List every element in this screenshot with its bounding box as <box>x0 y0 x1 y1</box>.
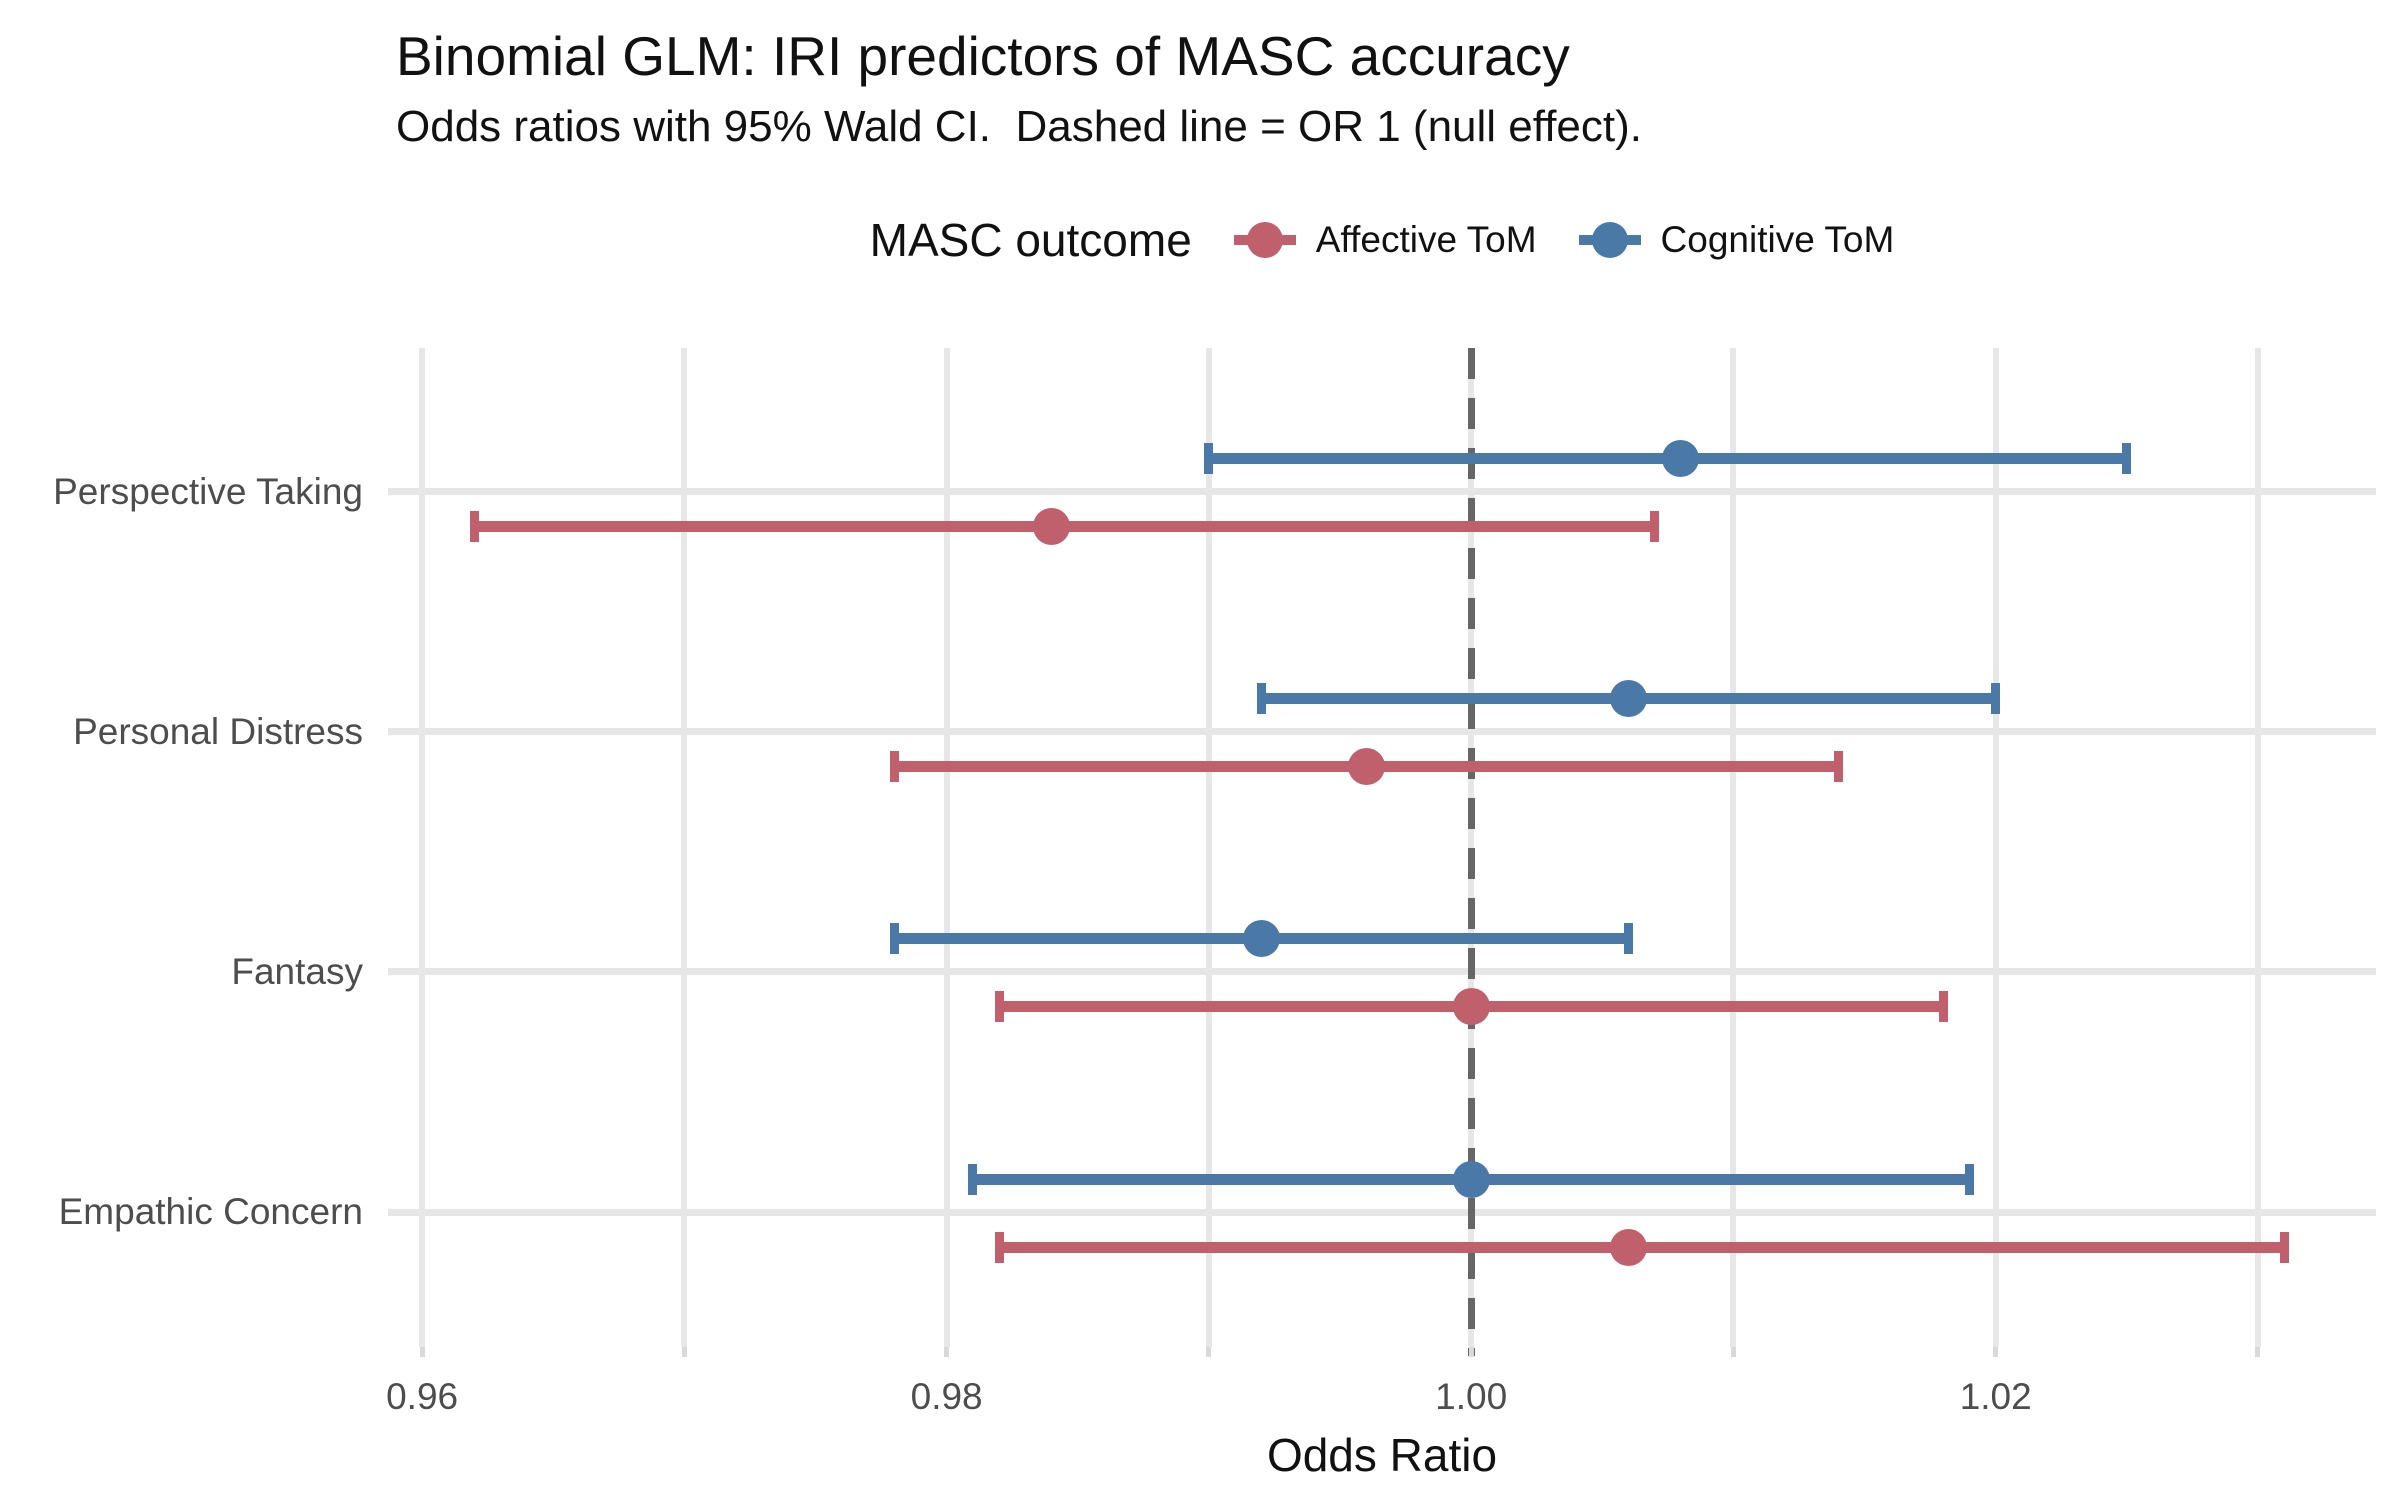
x-axis-title: Odds Ratio <box>1266 1429 1498 1481</box>
y-axis-label-perspective-taking: Perspective Taking <box>53 470 363 512</box>
legend-item-cognitive-tom: Cognitive ToM <box>1578 209 1895 271</box>
x-axis-tick <box>419 1347 425 1357</box>
ci-cap-low-affective-tom-empathic-concern <box>994 1231 1004 1263</box>
point-affective-tom-perspective-taking <box>1033 508 1071 545</box>
gridline-row <box>388 968 2376 976</box>
y-axis-label-personal-distress: Personal Distress <box>73 710 363 752</box>
gridline-x-1.01 <box>1730 348 1737 1347</box>
ci-cap-low-affective-tom-fantasy <box>994 991 1004 1023</box>
legend-title: MASC outcome <box>869 214 1192 266</box>
x-axis-tick <box>1206 1347 1212 1357</box>
x-axis-tick <box>1730 1347 1736 1357</box>
x-tick-label-0.96: 0.96 <box>386 1376 459 1417</box>
ci-cap-low-affective-tom-personal-distress <box>889 751 899 783</box>
ci-cap-high-cognitive-tom-fantasy <box>1624 923 1634 955</box>
ci-cap-high-cognitive-tom-empathic-concern <box>1964 1163 1974 1195</box>
x-tick-label-1.02: 1.02 <box>1959 1376 2032 1417</box>
legend-item-affective-tom: Affective ToM <box>1233 209 1537 271</box>
affective-tom-key-icon <box>1233 209 1296 271</box>
legend: MASC outcome Affective ToM Cognitive ToM <box>388 200 2376 280</box>
ci-cap-low-cognitive-tom-perspective-taking <box>1204 443 1214 474</box>
point-affective-tom-empathic-concern <box>1610 1228 1648 1266</box>
plot-subtitle: Odds ratios with 95% Wald CI. Dashed lin… <box>396 102 1642 151</box>
legend-label-cognitive: Cognitive ToM <box>1660 219 1895 260</box>
y-axis-label-fantasy: Fantasy <box>231 950 363 992</box>
gridline-x-0.97 <box>681 348 688 1347</box>
null-effect-line <box>1467 348 1475 1356</box>
gridline-row <box>388 728 2376 736</box>
ci-cap-low-cognitive-tom-fantasy <box>889 923 899 955</box>
y-axis-label-empathic-concern: Empathic Concern <box>58 1191 363 1233</box>
point-affective-tom-fantasy <box>1452 988 1490 1026</box>
legend-key-dot <box>1591 222 1628 258</box>
point-cognitive-tom-personal-distress <box>1610 680 1648 718</box>
x-axis-tick <box>944 1347 950 1357</box>
x-tick-label-0.98: 0.98 <box>910 1376 983 1417</box>
point-cognitive-tom-empathic-concern <box>1452 1160 1490 1198</box>
point-cognitive-tom-fantasy <box>1242 920 1280 958</box>
gridline-x-0.99 <box>1205 348 1212 1347</box>
gridline-x-0.98 <box>943 348 950 1347</box>
ci-cap-high-affective-tom-personal-distress <box>1833 751 1843 783</box>
point-cognitive-tom-perspective-taking <box>1662 440 1700 477</box>
ci-cap-high-cognitive-tom-perspective-taking <box>2122 443 2132 474</box>
gridline-x-1.03 <box>2254 348 2261 1347</box>
ci-cap-low-cognitive-tom-empathic-concern <box>968 1163 978 1195</box>
gridline-row <box>388 488 2376 495</box>
ci-cap-high-affective-tom-perspective-taking <box>1650 511 1660 542</box>
x-axis-tick <box>1468 1347 1474 1357</box>
x-axis-tick <box>681 1347 687 1357</box>
gridline-row <box>388 1208 2376 1216</box>
ci-cap-high-affective-tom-fantasy <box>1938 991 1948 1023</box>
ci-cap-high-affective-tom-empathic-concern <box>2279 1231 2289 1263</box>
ci-cap-low-affective-tom-perspective-taking <box>470 511 480 542</box>
gridline-x-1.02 <box>1992 348 1999 1347</box>
plot-title: Binomial GLM: IRI predictors of MASC acc… <box>396 25 1570 87</box>
x-axis-tick <box>1993 1347 1999 1357</box>
legend-key-dot <box>1246 222 1283 258</box>
gridline-x-0.96 <box>419 348 426 1347</box>
x-tick-label-1.00: 1.00 <box>1435 1376 1508 1417</box>
cognitive-tom-key-icon <box>1578 209 1641 271</box>
point-affective-tom-personal-distress <box>1347 748 1385 786</box>
legend-label-affective: Affective ToM <box>1315 219 1537 260</box>
ci-cap-low-cognitive-tom-personal-distress <box>1256 683 1266 715</box>
x-axis-tick <box>2255 1347 2261 1357</box>
ci-cap-high-cognitive-tom-personal-distress <box>1991 683 2001 715</box>
